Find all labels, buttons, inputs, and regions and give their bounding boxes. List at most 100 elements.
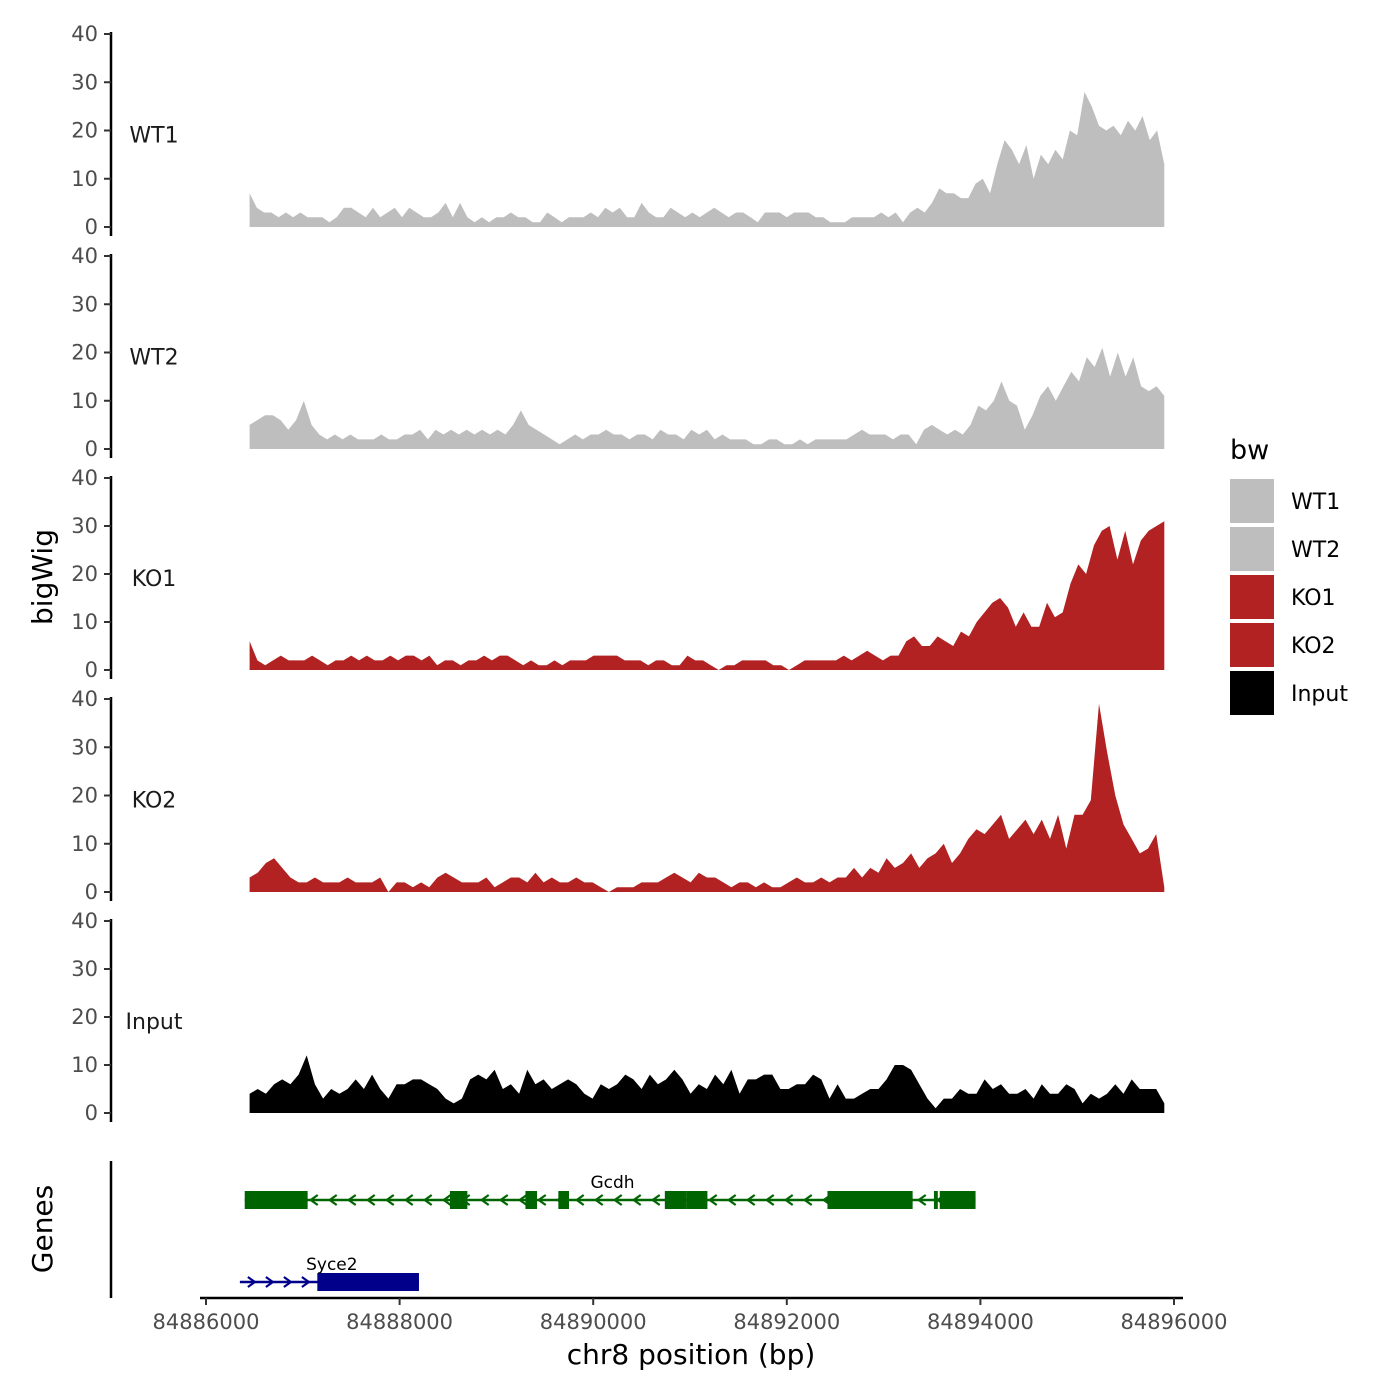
y-tick-label: 20 [71,562,98,586]
coverage-area-ko2 [249,703,1165,892]
legend-swatch [1230,527,1274,571]
strand-chevron-icon [283,1276,293,1288]
gene-gcdh: Gcdh [244,1173,976,1209]
legend: bw WT1 WT2 KO1 KO2 Input [1230,435,1348,715]
track-panel-ko1: 0 10 20 30 40 KO1 [71,466,1165,682]
y-tick-label: 20 [71,784,98,808]
strand-chevron-icon [384,1194,395,1206]
gene-exon [558,1191,569,1209]
strand-chevron-icon [365,1194,376,1206]
strand-chevron-icon [403,1194,414,1206]
legend-title: bw [1230,435,1269,466]
gene-exon [317,1273,419,1291]
x-tick-label: 84888000 [346,1310,453,1334]
strand-chevron-icon [802,1194,813,1206]
track-panel-input: 0 10 20 30 40 Input [71,909,1165,1125]
gene-exon [244,1191,308,1209]
x-tick-label: 84892000 [733,1310,840,1334]
y-tick-label: 30 [71,957,98,981]
gene-exon [525,1191,538,1209]
y-tick-label: 10 [71,1053,98,1077]
strand-chevron-icon [631,1194,642,1206]
strand-chevron-icon [593,1194,604,1206]
genes-axis-title: Genes [26,1185,59,1273]
track-panel-wt1: 0 10 20 30 40 WT1 [71,22,1165,239]
strand-chevron-icon [650,1194,661,1206]
y-tick-label: 10 [71,389,98,413]
gene-exon [664,1191,687,1209]
strand-chevron-icon [783,1194,794,1206]
legend-label: Input [1291,682,1348,707]
legend-item-ko1: KO1 [1230,575,1336,619]
x-tick-label: 84896000 [1121,1310,1228,1334]
y-tick-label: 10 [71,610,98,634]
track-panels: 0 10 20 30 40 WT1 0 10 20 30 40 WT2 0 10 20 30 40 KO1 0 10 2… [71,22,1165,1125]
strand-chevron-icon [536,1194,547,1206]
strand-chevron-icon [707,1194,718,1206]
track-panel-ko2: 0 10 20 30 40 KO2 [71,687,1165,904]
gene-exon [449,1191,468,1209]
track-label: Input [126,1010,183,1035]
strand-chevron-icon [517,1194,528,1206]
y-tick-label: 0 [85,880,98,904]
y-tick-label: 30 [71,292,98,316]
x-axis-title: chr8 position (bp) [567,1338,816,1371]
strand-chevron-icon [441,1194,452,1206]
strand-chevron-icon [498,1194,509,1206]
legend-item-ko2: KO2 [1230,623,1336,667]
y-tick-label: 40 [71,909,98,933]
track-label: KO1 [132,567,177,592]
y-tick-label: 40 [71,466,98,490]
gene-name-label: Syce2 [306,1255,357,1275]
legend-label: KO1 [1291,586,1336,611]
coverage-area-ko1 [249,521,1165,670]
legend-label: WT2 [1291,538,1340,563]
track-label: KO2 [132,789,177,814]
strand-chevron-icon [612,1194,623,1206]
gene-exon [686,1191,708,1209]
coverage-area-wt1 [249,91,1165,228]
gene-exon [939,1191,976,1209]
x-tick-label: 84886000 [153,1310,260,1334]
legend-label: KO2 [1291,634,1336,659]
strand-chevron-icon [422,1194,433,1206]
y-tick-label: 30 [71,70,98,94]
gene-exon [827,1191,913,1209]
y-tick-label: 40 [71,687,98,711]
legend-swatch [1230,623,1274,667]
strand-chevron-icon [574,1194,585,1206]
legend-swatch [1230,671,1274,715]
strand-chevron-icon [346,1194,357,1206]
coverage-area-input [249,1055,1165,1113]
y-tick-label: 20 [71,341,98,365]
gene-exon [933,1191,938,1209]
x-tick-label: 84890000 [540,1310,647,1334]
y-tick-label: 0 [85,437,98,461]
strand-chevron-icon [764,1194,775,1206]
legend-item-input: Input [1230,671,1348,715]
y-tick-label: 20 [71,119,98,143]
legend-swatch [1230,575,1274,619]
y-tick-label: 0 [85,658,98,682]
y-tick-label: 30 [71,735,98,759]
track-label: WT1 [129,124,178,149]
y-axis-title: bigWig [26,529,59,625]
gene-tracks: Gcdh Syce2 [239,1173,976,1291]
strand-chevron-icon [726,1194,737,1206]
genes-panel: 84886000 84888000 84890000 84892000 84894000… [109,1161,1228,1334]
y-tick-label: 0 [85,215,98,239]
track-label: WT2 [129,346,178,371]
coverage-area-wt2 [249,347,1165,449]
legend-item-wt1: WT1 [1230,479,1340,523]
y-tick-label: 10 [71,167,98,191]
legend-label: WT1 [1291,490,1340,515]
y-tick-label: 20 [71,1005,98,1029]
x-tick-label: 84894000 [927,1310,1034,1334]
gene-name-label: Gcdh [591,1173,635,1193]
strand-chevron-icon [916,1194,927,1206]
strand-chevron-icon [479,1194,490,1206]
strand-chevron-icon [327,1194,338,1206]
track-panel-wt2: 0 10 20 30 40 WT2 [71,244,1165,461]
strand-chevron-icon [308,1194,319,1206]
